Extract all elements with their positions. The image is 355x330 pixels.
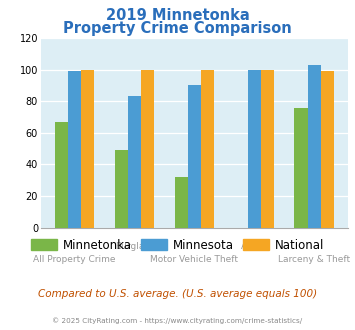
Bar [188,85,201,228]
Bar [321,71,334,228]
Text: All Property Crime: All Property Crime [33,255,116,264]
Text: Arson: Arson [241,242,267,250]
Bar [141,70,154,228]
Bar [201,70,214,228]
Text: Burglary: Burglary [115,242,154,250]
Bar [261,70,274,228]
Text: © 2025 CityRating.com - https://www.cityrating.com/crime-statistics/: © 2025 CityRating.com - https://www.city… [53,317,302,324]
Bar [294,108,307,228]
Bar [55,122,68,228]
Bar [68,71,81,228]
Text: 2019 Minnetonka: 2019 Minnetonka [106,8,249,23]
Bar [81,70,94,228]
Text: Motor Vehicle Theft: Motor Vehicle Theft [151,255,238,264]
Text: Compared to U.S. average. (U.S. average equals 100): Compared to U.S. average. (U.S. average … [38,289,317,299]
Text: Larceny & Theft: Larceny & Theft [278,255,350,264]
Bar [175,177,188,228]
Text: Property Crime Comparison: Property Crime Comparison [63,21,292,36]
Bar [248,70,261,228]
Legend: Minnetonka, Minnesota, National: Minnetonka, Minnesota, National [26,234,329,256]
Bar [128,96,141,228]
Bar [115,150,128,228]
Bar [307,65,321,228]
